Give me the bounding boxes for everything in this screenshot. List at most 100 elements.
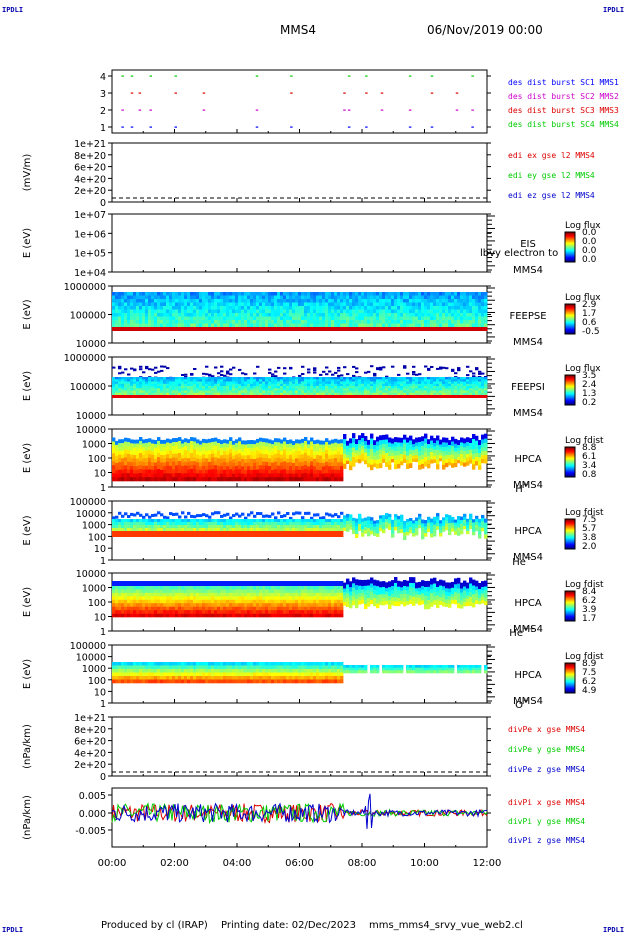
feepse-spectrum-cell	[439, 313, 443, 317]
hpca_h-spectrum-cell	[346, 454, 350, 459]
hpca_h-spectrum-cell	[256, 438, 260, 443]
hpca_h-spectrum-cell	[199, 477, 203, 482]
feepse-spectrum-cell	[448, 306, 452, 310]
feepse-spectrum-cell	[484, 306, 488, 310]
feepse-spectrum-cell	[484, 320, 488, 324]
feepse-spectrum-cell	[451, 295, 455, 300]
hpca_h-spectrum-cell	[397, 437, 401, 443]
feepse-spectrum-cell	[331, 313, 335, 317]
hpca_he-spectrum-cell	[184, 519, 188, 523]
feepse-spectrum-cell	[313, 323, 317, 328]
feepse-spectrum-cell	[121, 299, 125, 303]
feepse-spectrum-cell	[199, 295, 203, 300]
feepse-spectrum-cell	[328, 316, 332, 321]
feepse-spectrum-cell	[124, 295, 128, 300]
feepse-spectrum-cell	[283, 295, 287, 300]
feepsi-spectrum-cell	[379, 386, 383, 389]
hpca_h-spectrum-cell	[355, 447, 359, 451]
feepsi-spectrum-cell	[352, 386, 356, 389]
hpca_he-spectrum-cell	[334, 519, 338, 523]
feepse-spectrum-cell	[274, 327, 278, 331]
feepsi-spectrum-cell	[121, 395, 125, 398]
feepsi-spectrum-cell	[229, 390, 233, 393]
feepse-spectrum-cell	[256, 327, 260, 331]
hpca_h-spectrum-cell	[355, 450, 359, 454]
feepse-spectrum-cell	[475, 327, 479, 331]
hpca_h-spectrum-cell	[247, 455, 251, 460]
feepse-spectrum-cell	[151, 299, 155, 303]
hpca_h-spectrum-cell	[121, 454, 125, 459]
feepse-spectrum-cell	[427, 292, 431, 296]
feepse-spectrum-cell	[253, 309, 257, 314]
hpca_h-spectrum-cell	[118, 439, 122, 444]
hpca_h-spectrum-cell	[145, 442, 149, 447]
hpca_h-spectrum-cell	[364, 456, 368, 461]
feepsi-spectrum-cell	[283, 392, 287, 396]
feepse-spectrum-cell	[418, 295, 422, 300]
feepse-spectrum-cell	[466, 295, 470, 300]
feepsi-spectrum-cell	[175, 386, 179, 389]
feepse-spectrum-cell	[238, 292, 242, 296]
feepsi-spectrum-cell	[433, 390, 437, 393]
hpca_he-spectrum-cell	[217, 531, 221, 537]
feepse-spectrum-cell	[481, 313, 485, 317]
feepse-spectrum-cell	[451, 299, 455, 303]
feepsi-spectrum-cell	[316, 379, 320, 382]
hpca_h-spectrum-cell	[223, 447, 227, 452]
burst-marker-mms2	[121, 109, 124, 111]
feepse-spectrum-cell	[112, 306, 116, 310]
hpca_he-spectrum-cell	[205, 528, 209, 532]
feepse-spectrum-cell	[151, 316, 155, 321]
feepsi-spectrum-cell	[124, 392, 128, 396]
feepsi-spectrum-cell	[184, 392, 188, 396]
hpca_he-spectrum-cell	[214, 525, 218, 529]
hpca_h-spectrum-cell	[217, 462, 221, 467]
feepse-spectrum-cell	[460, 309, 464, 314]
feepsi-spectrum-cell	[244, 395, 248, 398]
hpca_he-spectrum-cell	[229, 528, 233, 532]
feepsi-spectrum-cell	[337, 386, 341, 389]
feepsi-spectrum-cell	[142, 390, 146, 393]
feepse-spectrum-cell	[262, 316, 266, 321]
hpca_h-spectrum-cell	[478, 461, 482, 466]
hpca_h-spectrum-cell	[472, 444, 476, 450]
feepse-spectrum-cell	[205, 320, 209, 324]
hpca_h-spectrum-cell	[274, 461, 278, 466]
hpca_h-spectrum-cell	[298, 469, 302, 474]
feepse-spectrum-cell	[124, 316, 128, 321]
hpca_h-spectrum-cell	[283, 441, 287, 446]
hpca_he-spectrum-cell	[115, 531, 119, 537]
feepse-spectrum-cell	[172, 313, 176, 317]
feepse-spectrum-cell	[424, 316, 428, 321]
hpca_he-spectrum-cell	[220, 525, 224, 529]
feepse-spectrum-cell	[430, 309, 434, 314]
feepsi-spectrum-cell	[166, 381, 170, 384]
feepsi-spectrum-cell	[115, 388, 119, 391]
feepsi-spectrum-cell	[145, 395, 149, 398]
feepsi-spectrum-cell	[412, 373, 416, 376]
hpca_h-spectrum-cell	[463, 458, 467, 463]
hpca_h-spectrum-cell	[301, 446, 305, 451]
feepsi-spectrum-cell	[337, 369, 341, 372]
feepsi-spectrum-cell	[277, 390, 281, 393]
hpca_hepp-ylabel: E (eV)	[22, 587, 33, 617]
burst-marker-mms1	[471, 126, 474, 128]
feepse-spectrum-cell	[322, 295, 326, 300]
hpca_h-spectrum-cell	[202, 477, 206, 482]
hpca_h-spectrum-cell	[349, 456, 353, 462]
hpca_h-spectrum-cell	[190, 457, 194, 462]
feepsi-spectrum-cell	[130, 379, 134, 382]
feepsi-spectrum-cell	[445, 386, 449, 389]
hpca_he-spectrum-cell	[340, 511, 344, 515]
feepse-spectrum-cell	[298, 299, 302, 303]
feepsi-spectrum-cell	[451, 390, 455, 393]
hpca_h-spectrum-cell	[277, 446, 281, 451]
feepsi-spectrum-cell	[469, 395, 473, 398]
feepsi-spectrum-cell	[403, 383, 407, 387]
hpca_h-spectrum-cell	[169, 458, 173, 463]
feepsi-spectrum-cell	[163, 383, 167, 387]
hpca_h-spectrum-cell	[271, 466, 275, 471]
feepsi-spectrum-cell	[454, 390, 458, 393]
hpca_he-spectrum-cell	[310, 528, 314, 532]
feepse-spectrum-cell	[307, 313, 311, 317]
